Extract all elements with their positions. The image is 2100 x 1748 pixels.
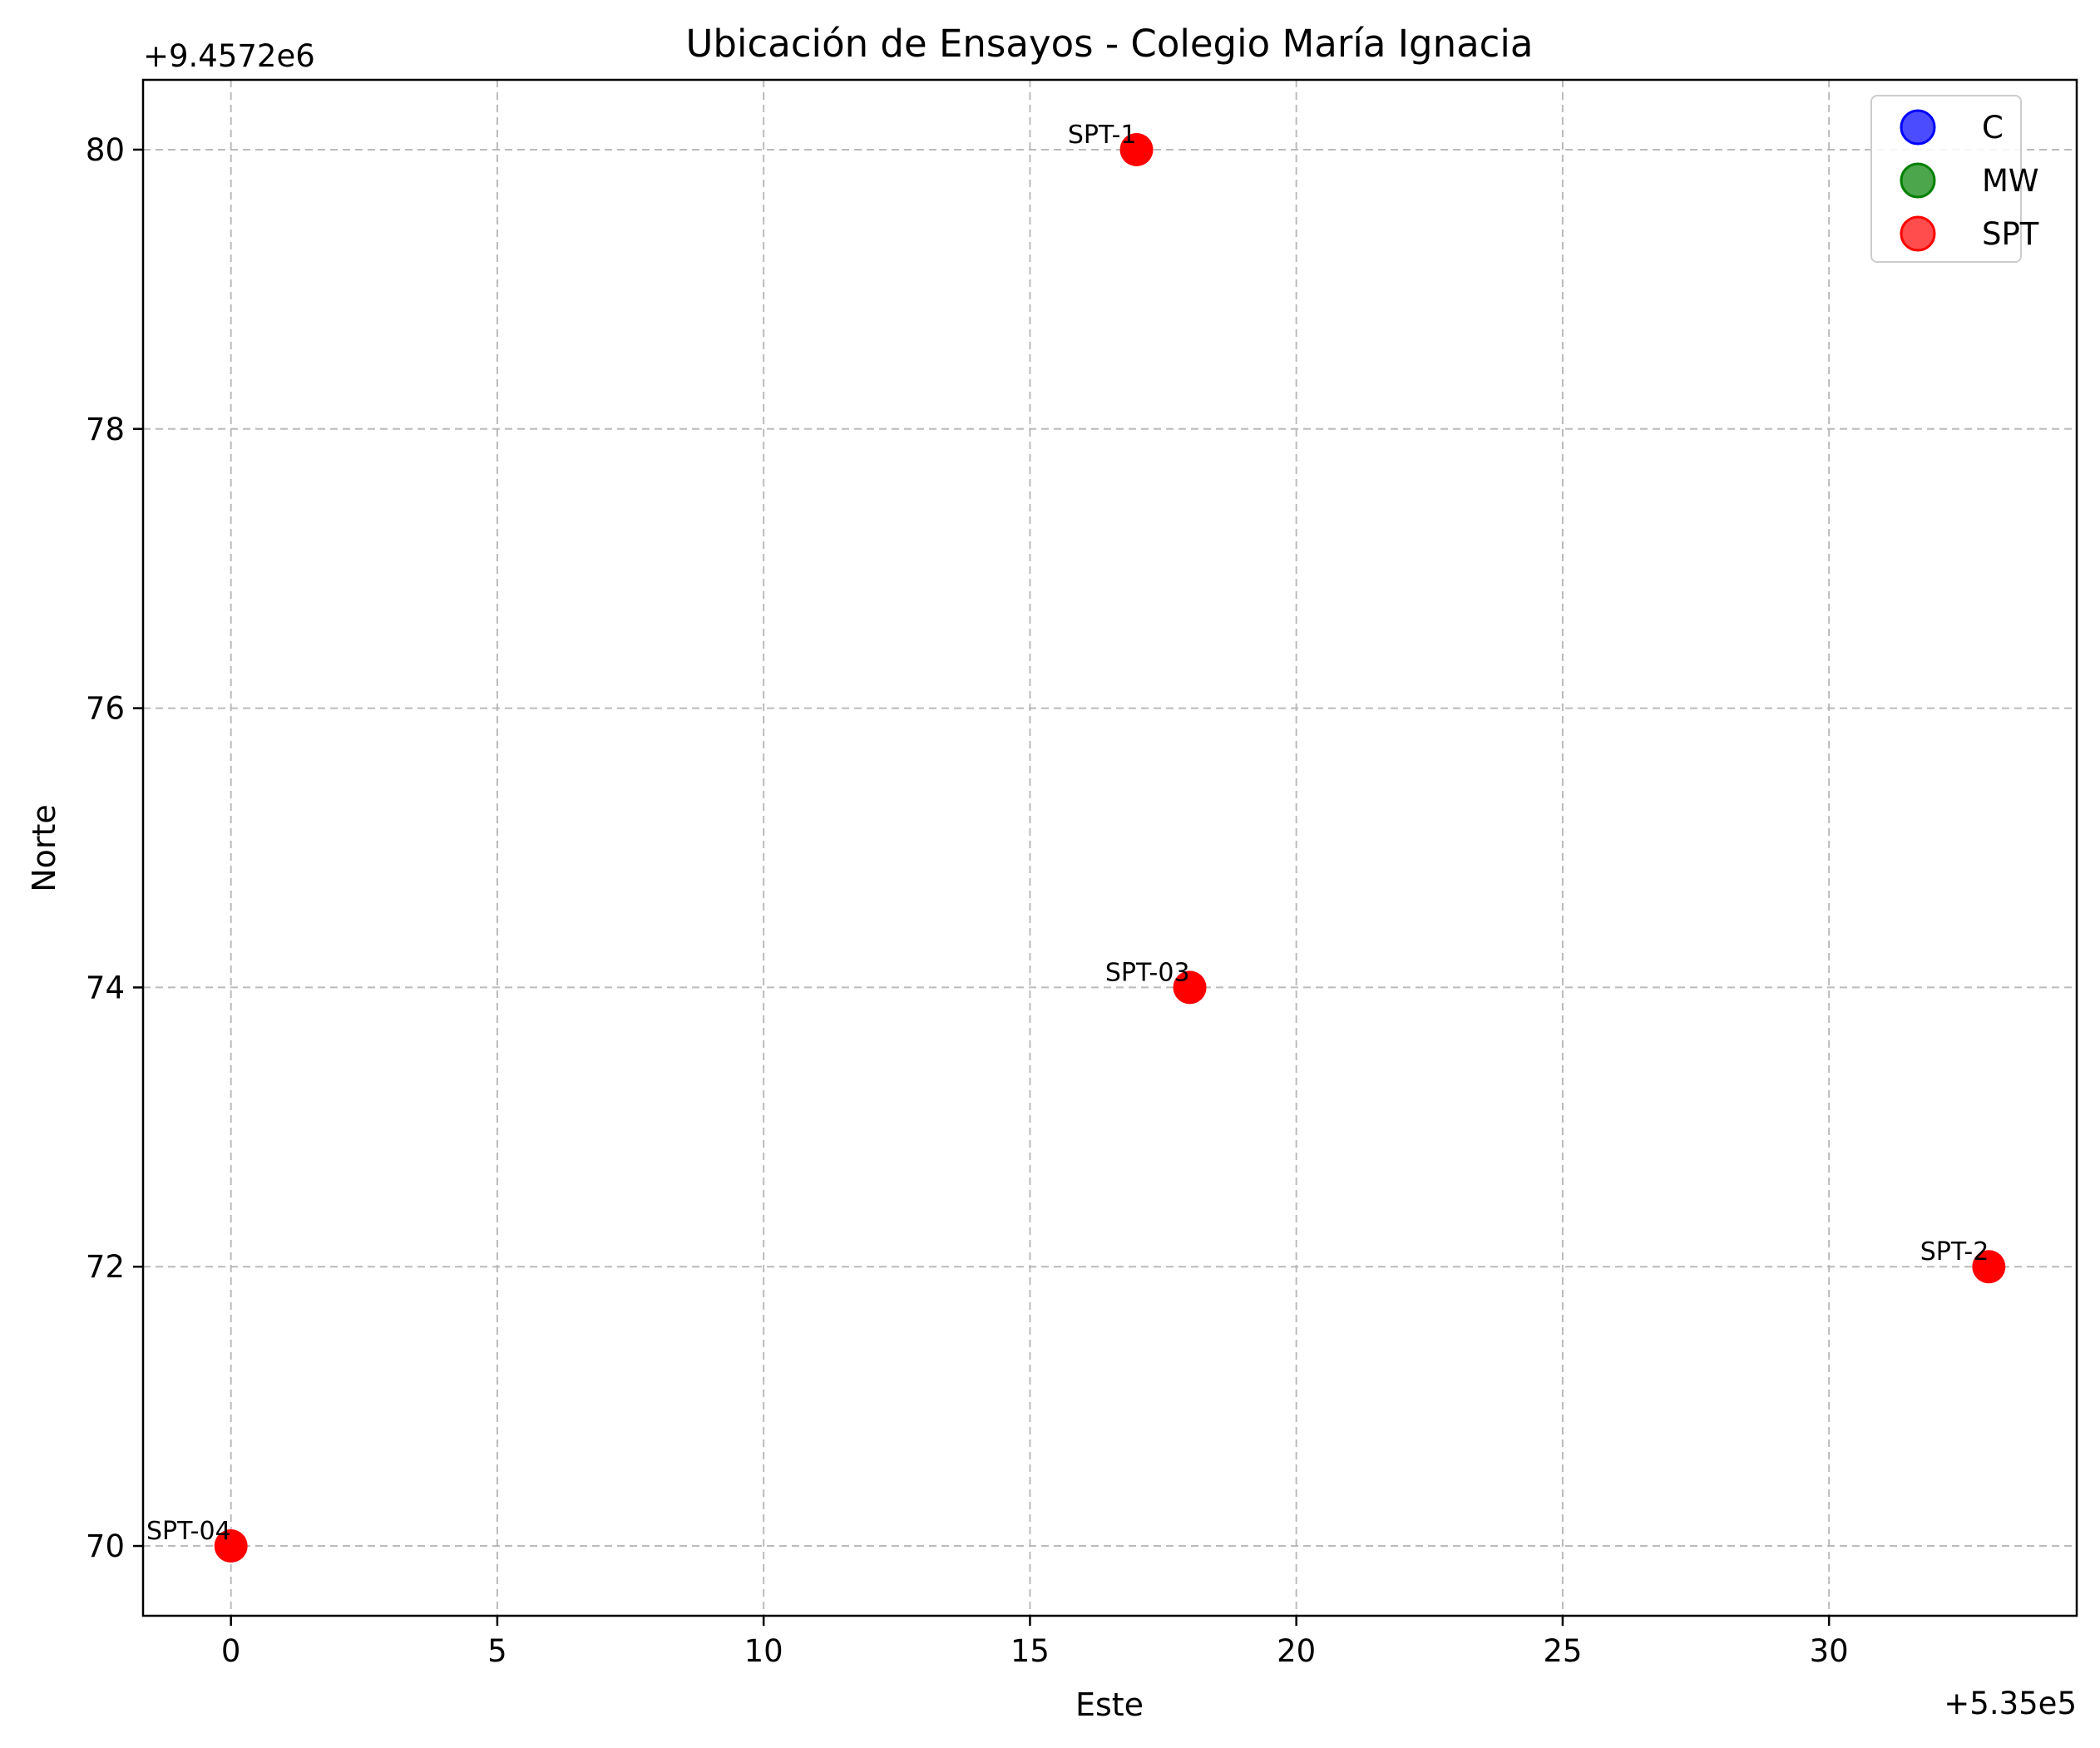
- y-tick-label: 80: [86, 132, 125, 168]
- data-point-label: SPT-2: [1920, 1237, 1989, 1267]
- data-points: SPT-1 SPT-2 SPT-03 SPT-04: [146, 121, 2006, 1563]
- data-point: [214, 1529, 248, 1563]
- plot-frame: [141, 78, 2078, 1617]
- legend-label: SPT: [1982, 216, 2039, 252]
- data-point-label: SPT-1: [1068, 121, 1137, 150]
- data-point-label: SPT-03: [1105, 958, 1190, 987]
- x-axis-offset-label: +5.35e5: [1944, 1686, 2077, 1721]
- legend-label: MW: [1982, 163, 2039, 199]
- axis-ticks: 0 5 10 15 20 25 30 70 72 74 76 78 80: [86, 132, 1849, 1669]
- y-tick-label: 78: [86, 412, 125, 447]
- x-tick-label: 30: [1810, 1633, 1849, 1669]
- legend-label: C: [1982, 110, 2004, 146]
- y-tick-label: 74: [86, 970, 125, 1005]
- y-axis-label: Norte: [26, 804, 62, 892]
- x-tick-label: 10: [744, 1633, 783, 1669]
- x-tick-label: 0: [221, 1633, 241, 1669]
- legend-marker: [1900, 162, 1936, 199]
- x-tick-label: 25: [1543, 1633, 1582, 1669]
- x-tick-label: 5: [487, 1633, 507, 1669]
- legend-marker: [1900, 109, 1936, 146]
- grid-lines: [143, 80, 2077, 1616]
- chart-title: Ubicación de Ensayos - Colegio María Ign…: [686, 22, 1534, 66]
- y-tick-label: 76: [86, 691, 125, 727]
- legend-marker: [1900, 215, 1936, 252]
- data-point: [1972, 1250, 2006, 1284]
- data-point: [1173, 970, 1207, 1005]
- data-point: [1119, 132, 1154, 166]
- legend: C MW SPT: [1870, 95, 2039, 263]
- y-axis-offset-label: +9.4572e6: [143, 38, 315, 74]
- x-axis-label: Este: [1075, 1686, 1144, 1723]
- y-tick-label: 72: [86, 1249, 125, 1285]
- x-tick-label: 15: [1010, 1633, 1050, 1669]
- x-tick-label: 20: [1277, 1633, 1316, 1669]
- data-point-label: SPT-04: [146, 1517, 231, 1546]
- y-tick-label: 70: [86, 1528, 125, 1564]
